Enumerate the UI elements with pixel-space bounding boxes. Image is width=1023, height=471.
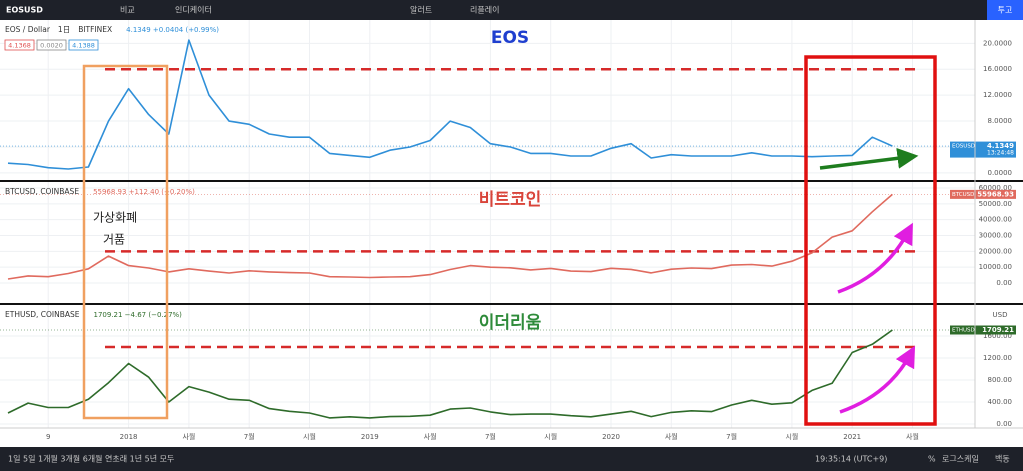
toolbar [0, 0, 1023, 20]
y-tick-label: 20000.00 [979, 247, 1012, 255]
toolbar-button[interactable]: 리플레이 [470, 5, 499, 15]
price-tag-value: 55968.93 [977, 190, 1014, 198]
x-tick-label: 시월 [785, 432, 798, 441]
x-tick-label: 사월 [182, 432, 195, 441]
publish-button[interactable] [987, 0, 1023, 20]
price-tag-symbol: ETHUSD [952, 328, 975, 334]
x-tick-label: 2021 [843, 433, 861, 441]
axis-unit: USD [993, 311, 1008, 319]
bubble-box [82, 64, 169, 420]
x-tick-label: 사월 [424, 432, 437, 441]
pane-title: EOS [491, 28, 529, 48]
pane-title: 비트코인 [479, 190, 542, 210]
price-line [7, 329, 893, 419]
legend-exchange: BITFINEX [78, 25, 112, 34]
price-box [68, 39, 99, 51]
price-box-label: 4.1368 [8, 42, 31, 50]
price-tag-value: 1709.21 [982, 326, 1014, 334]
annotation: 거품 [103, 233, 125, 247]
y-tick-label: 10000.00 [979, 263, 1012, 271]
symbol-search[interactable]: EOSUSD [6, 6, 43, 15]
price-box [4, 39, 35, 51]
log-toggle[interactable]: 로그스케일 [942, 455, 979, 464]
x-tick-label: 9 [46, 433, 50, 441]
auto-toggle[interactable]: 백동 [995, 454, 1010, 464]
price-tag-value: 4.1349 [987, 142, 1014, 150]
price-box-label: 0.0020 [40, 42, 63, 50]
price-tag-symbol: BTCUSD [952, 192, 974, 198]
price-box [36, 39, 67, 51]
x-tick-label: 사월 [665, 432, 678, 441]
x-tick-label: 7월 [244, 432, 255, 441]
clock: 19:35:14 (UTC+9) [815, 455, 887, 464]
y-tick-label: 20.0000 [983, 39, 1012, 47]
x-tick-label: 7월 [485, 432, 496, 441]
x-tick-label: 사월 [906, 432, 919, 441]
legend-quote: 55968.93 +112.40 (+0.20%) [93, 188, 195, 196]
publish-label[interactable]: 투고 [998, 6, 1013, 15]
arrow [839, 345, 916, 414]
recent-box [804, 55, 937, 426]
y-tick-label: 50000.00 [979, 200, 1012, 208]
range-buttons[interactable]: 1일 5일 1개월 3개월 6개월 연초래 1년 5년 모두 [8, 454, 174, 464]
price-box-label: 4.1388 [72, 42, 95, 50]
y-tick-label: 60000.00 [979, 184, 1012, 192]
y-tick-label: 30000.00 [979, 232, 1012, 240]
y-tick-label: 400.00 [988, 398, 1013, 406]
price-tag [950, 189, 1016, 199]
price-tag-time: 13:24:48 [987, 150, 1014, 157]
legend-legend: ETHUSD, COINBASE [5, 310, 80, 319]
x-tick-label: 2018 [120, 433, 138, 441]
price-tag [950, 325, 1016, 335]
y-tick-label: 16.0000 [983, 65, 1012, 73]
x-tick-label: 7월 [726, 432, 737, 441]
x-tick-label: 2020 [602, 433, 620, 441]
legend-legend: BTCUSD, COINBASE [5, 187, 79, 196]
price-tag [950, 141, 1016, 158]
legend-quote: 4.1349 +0.0404 (+0.99%) [126, 26, 219, 34]
price-tag-symbol: EOSUSD [952, 144, 975, 150]
legend-interval: 1日 [58, 25, 70, 34]
y-tick-label: 0.00 [996, 279, 1012, 287]
legend-legend: EOS / Dollar [5, 25, 51, 34]
arrow [837, 222, 913, 294]
arrow [819, 147, 919, 170]
y-tick-label: 0.00 [996, 420, 1012, 428]
x-tick-label: 시월 [303, 432, 316, 441]
pane-title: 이더리움 [479, 313, 542, 333]
price-line [7, 193, 893, 280]
footer [0, 447, 1023, 471]
toolbar-button[interactable]: 비교 [120, 6, 135, 15]
price-line [7, 39, 893, 170]
annotation: 가상화폐 [93, 211, 137, 225]
y-tick-label: 12.0000 [983, 91, 1012, 99]
toolbar-button[interactable]: 인디케이터 [175, 5, 212, 15]
y-tick-label: 1200.00 [983, 354, 1012, 362]
y-tick-label: 8.0000 [988, 117, 1013, 125]
x-tick-label: 시월 [544, 432, 557, 441]
percent-toggle[interactable]: % [928, 455, 936, 464]
y-tick-label: 0.0000 [988, 169, 1013, 177]
x-tick-label: 2019 [361, 433, 379, 441]
y-tick-label: 800.00 [988, 376, 1013, 384]
y-tick-label: 1600.00 [983, 332, 1012, 340]
y-tick-label: 40000.00 [979, 216, 1012, 224]
toolbar-button[interactable]: 알러트 [410, 5, 432, 15]
legend-quote: 1709.21 −4.67 (−0.27%) [94, 311, 183, 319]
